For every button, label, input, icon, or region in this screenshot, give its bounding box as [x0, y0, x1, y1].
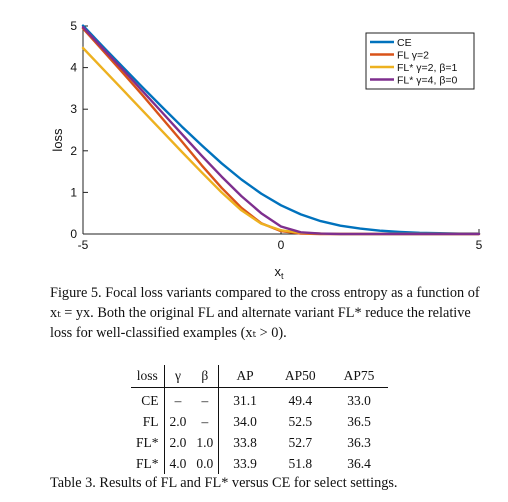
cell-ap: 31.1 [218, 387, 271, 411]
y-tick-label: 1 [70, 185, 77, 199]
cell-ap: 34.0 [218, 411, 271, 432]
cell-loss: FL [142, 413, 159, 429]
y-axis: 0 1 2 3 4 5 [70, 19, 88, 241]
y-tick-label: 0 [70, 227, 77, 241]
cell-beta: – [201, 392, 209, 408]
table-row: FL 2.0 – 34.0 52.5 36.5 [131, 411, 388, 432]
legend-label: FL γ=2 [397, 50, 429, 62]
x-tick-label: 0 [278, 238, 285, 252]
table-row: FL* 4.0 0.0 33.9 51.8 36.4 [131, 453, 388, 474]
table-caption: Table 3. Results of FL and FL* versus CE… [50, 473, 490, 493]
figure-caption: Figure 5. Focal loss variants compared t… [50, 283, 490, 343]
cell-beta: 0.0 [196, 455, 214, 471]
table-header-row: loss γ β AP AP50 AP75 [131, 365, 389, 388]
cell-loss: FL* [136, 434, 159, 450]
header-gamma: γ [163, 365, 192, 388]
cell-beta: – [201, 413, 209, 429]
table-caption-text: Table 3. Results of FL and FL* versus CE… [50, 475, 398, 491]
x-axis-label: xt [274, 264, 284, 281]
header-loss: loss [131, 365, 165, 388]
cell-beta: 1.0 [196, 434, 214, 450]
series-line [81, 24, 481, 235]
figure-caption-text: Figure 5. Focal loss variants compared t… [50, 285, 480, 341]
y-tick-label: 4 [70, 61, 77, 75]
cell-ap75: 36.3 [347, 434, 371, 450]
table-row: FL* 2.0 1.0 33.8 52.7 36.3 [131, 432, 388, 453]
header-ap: AP [218, 365, 271, 388]
cell-ap75: 33.0 [347, 392, 371, 408]
y-axis-label: loss [50, 128, 65, 152]
cell-ap75: 36.5 [347, 413, 371, 429]
cell-gamma: 2.0 [163, 432, 192, 453]
cell-loss: CE [141, 392, 159, 408]
results-table: loss γ β AP AP50 AP75 CE – – 31.1 49.4 3… [131, 365, 389, 474]
cell-ap75: 36.4 [347, 455, 371, 471]
cell-ap: 33.9 [218, 453, 271, 474]
cell-gamma: – [163, 387, 192, 411]
header-beta: β [191, 365, 219, 388]
cell-gamma: 2.0 [163, 411, 192, 432]
cell-ap50: 49.4 [288, 392, 313, 408]
y-tick-label: 5 [70, 19, 77, 33]
x-tick-label: 5 [476, 238, 483, 252]
y-tick-label: 2 [70, 144, 77, 158]
cell-ap50: 51.8 [288, 455, 313, 471]
y-tick-label: 3 [70, 102, 77, 116]
cell-ap50: 52.7 [288, 434, 313, 450]
series-line [81, 26, 481, 236]
x-tick-label: -5 [78, 238, 89, 252]
legend-label: FL* γ=4, β=0 [397, 75, 457, 87]
cell-loss: FL* [136, 455, 159, 471]
header-ap50: AP50 [270, 365, 330, 388]
cell-ap: 33.8 [218, 432, 271, 453]
header-ap75: AP75 [329, 365, 389, 388]
legend-label: CE [397, 37, 412, 49]
table-row: CE – – 31.1 49.4 33.0 [131, 387, 388, 411]
legend-label: FL* γ=2, β=1 [397, 62, 457, 74]
cell-gamma: 4.0 [163, 453, 192, 474]
cell-ap50: 52.5 [288, 413, 313, 429]
series-lines [81, 24, 481, 236]
